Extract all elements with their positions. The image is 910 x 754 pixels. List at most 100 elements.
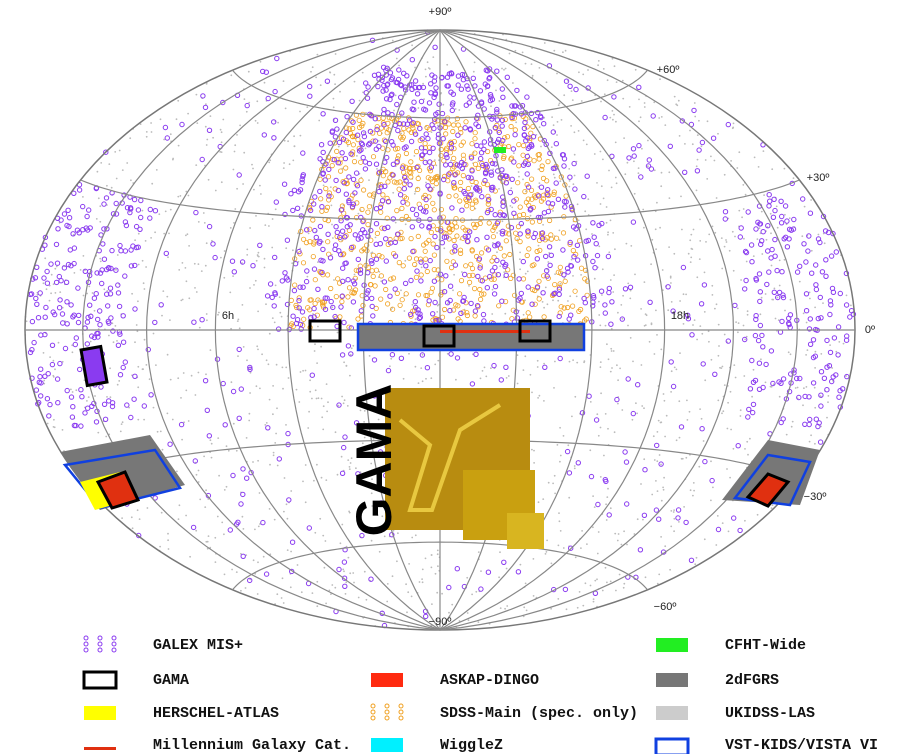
legend-icon	[656, 673, 688, 687]
ukidss-dot	[715, 544, 718, 546]
ukidss-dot	[589, 401, 592, 403]
ukidss-dot	[505, 567, 508, 570]
ukidss-dot	[576, 203, 579, 206]
sdss-dot	[508, 275, 514, 281]
ukidss-dot	[255, 215, 257, 217]
ukidss-dot	[662, 393, 665, 395]
galex-dot	[428, 81, 434, 87]
ukidss-dot	[138, 518, 141, 520]
ukidss-dot	[207, 498, 210, 500]
cfht-wide	[494, 147, 506, 153]
sdss-dot	[473, 199, 479, 205]
galex-dot	[366, 142, 372, 148]
galex-dot	[199, 317, 205, 323]
ukidss-dot	[556, 444, 559, 446]
galex-dot	[85, 227, 91, 233]
galex-dot	[399, 110, 405, 116]
ukidss-dot	[86, 292, 88, 295]
ukidss-dot	[805, 386, 808, 388]
galex-dot	[206, 223, 213, 230]
ukidss-dot	[484, 88, 487, 91]
ukidss-dot	[653, 353, 656, 355]
galex-dot	[132, 262, 138, 269]
sdss-dot	[438, 292, 444, 298]
gama-g15	[518, 319, 552, 343]
ukidss-dot	[713, 159, 716, 162]
ukidss-dot	[349, 462, 352, 464]
galex-dot	[337, 234, 343, 241]
galex-dot	[316, 240, 322, 246]
galex-dot	[442, 119, 448, 125]
ukidss-dot	[320, 476, 323, 479]
galex-dot	[441, 176, 447, 183]
galex-dot	[756, 386, 763, 392]
ukidss-dot	[344, 593, 347, 595]
ukidss-dot	[703, 311, 706, 313]
galex-dot	[476, 188, 483, 194]
ukidss-dot	[730, 428, 732, 431]
ukidss-dot	[708, 233, 711, 236]
ukidss-dot	[680, 195, 682, 198]
sdss-dot	[339, 298, 345, 305]
galex-dot	[68, 302, 74, 308]
ukidss-dot	[73, 272, 76, 274]
ukidss-dot	[620, 543, 623, 546]
sdss-dot	[469, 141, 475, 147]
ukidss-dot	[249, 227, 252, 229]
sdss-dot	[373, 267, 379, 273]
galex-dot	[373, 161, 380, 167]
galex-dot	[753, 226, 759, 232]
ukidss-dot	[606, 79, 609, 82]
galex-dot	[679, 118, 685, 124]
ukidss-dot	[169, 133, 172, 136]
galex-dot	[797, 375, 803, 382]
ukidss-dot	[600, 185, 603, 188]
sdss-dot	[294, 304, 300, 311]
galex-dot	[753, 275, 759, 282]
ukidss-dot	[392, 529, 395, 532]
ukidss-dot	[692, 228, 695, 231]
ukidss-dot	[436, 311, 439, 313]
sdss-dot	[409, 122, 416, 128]
ukidss-dot	[606, 496, 609, 498]
galex-dot	[336, 402, 342, 408]
ukidss-dot	[152, 406, 155, 409]
ukidss-dot	[353, 80, 356, 83]
ukidss-dot	[704, 379, 707, 382]
galex-dot	[755, 219, 761, 226]
ukidss-dot	[205, 242, 208, 245]
ukidss-dot	[417, 382, 420, 384]
sdss-dot	[564, 304, 571, 311]
ukidss-dot	[331, 306, 334, 309]
sdss-dot	[497, 245, 504, 251]
galex-dot	[499, 86, 505, 92]
galex-dot	[101, 401, 108, 407]
galex-dot	[469, 381, 476, 387]
ukidss-dot	[773, 287, 776, 290]
galex-dot	[105, 318, 112, 325]
ukidss-dot	[602, 68, 605, 70]
galex-dot	[459, 159, 465, 166]
sdss-dot	[469, 265, 476, 272]
ukidss-dot	[687, 252, 690, 255]
ukidss-dot	[345, 364, 348, 367]
galex-dot	[299, 179, 305, 186]
ukidss-dot	[611, 110, 614, 112]
ukidss-dot	[805, 354, 807, 356]
galex-dot	[427, 216, 433, 223]
sdss-dot	[504, 134, 511, 140]
ukidss-dot	[272, 413, 274, 416]
ukidss-dot	[297, 232, 299, 235]
galex-dot	[49, 342, 56, 348]
ukidss-dot	[119, 430, 122, 433]
ukidss-dot	[729, 476, 731, 479]
ukidss-dot	[238, 327, 241, 330]
sdss-dot	[510, 307, 516, 313]
sdss-dot	[346, 285, 353, 291]
galex-dot	[599, 220, 605, 227]
ukidss-dot	[574, 556, 577, 559]
ukidss-dot	[269, 159, 272, 162]
ukidss-dot	[229, 227, 232, 229]
ukidss-dot	[403, 310, 406, 312]
galex-dot	[488, 169, 494, 175]
